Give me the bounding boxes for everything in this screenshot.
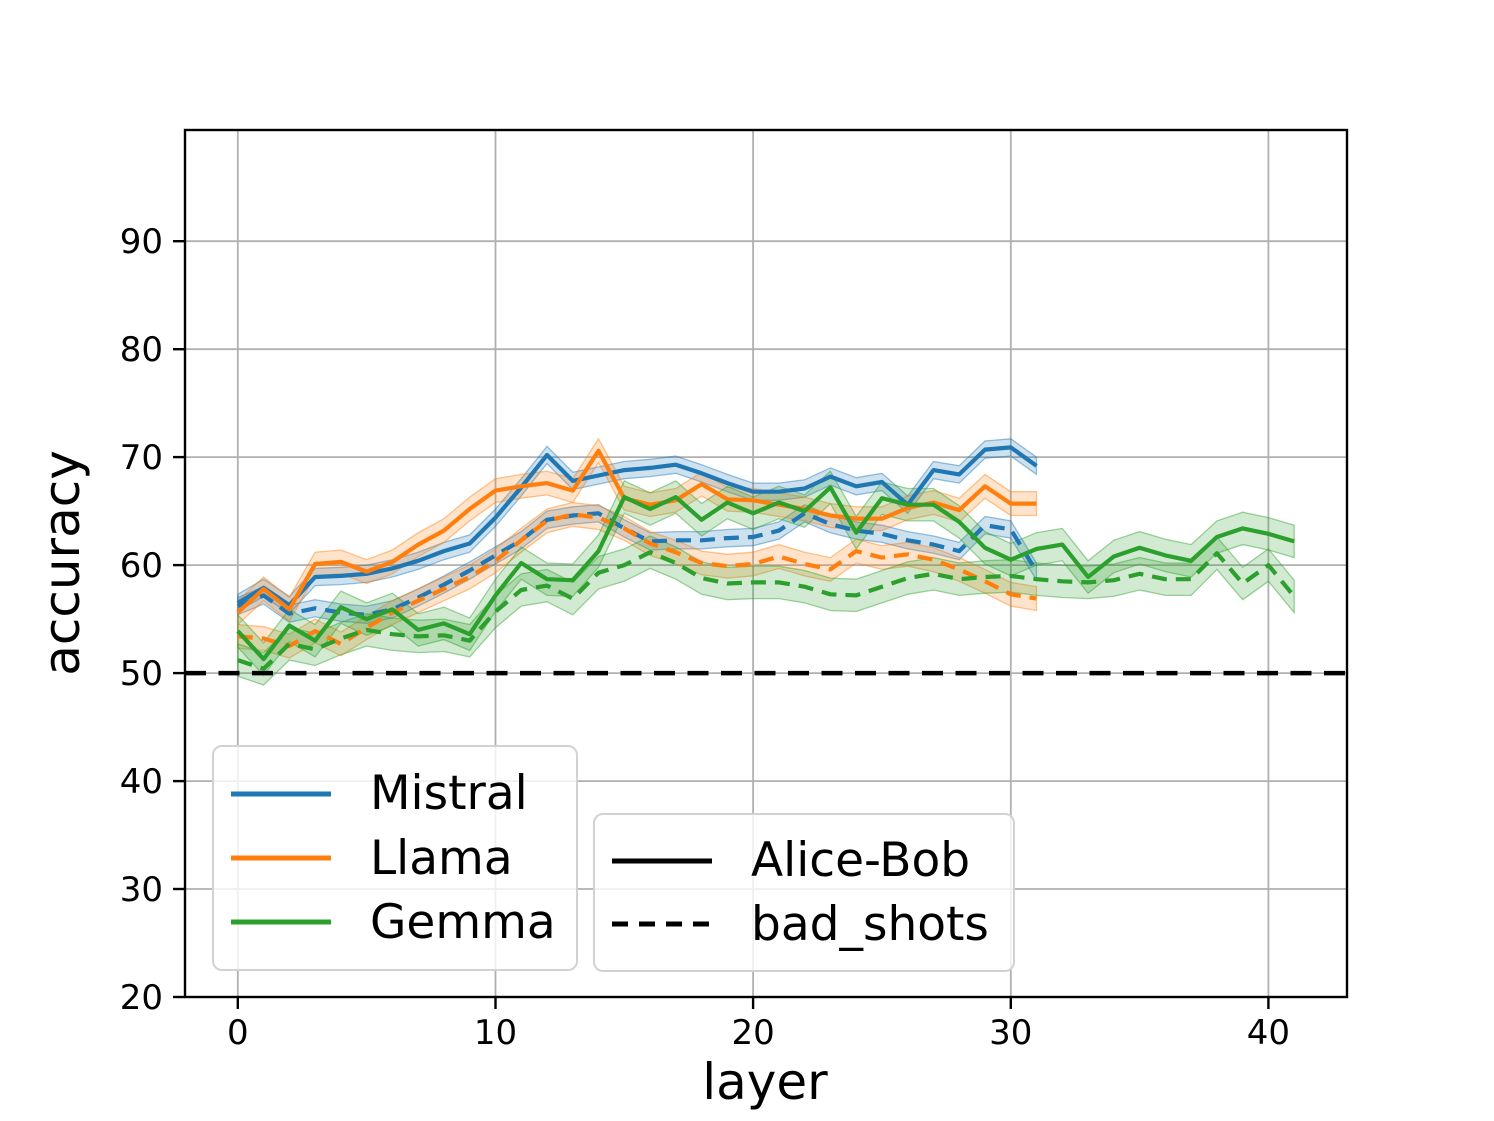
llama-alice-bob-band — [237, 437, 1038, 626]
llama-bad-shots-line — [237, 512, 1037, 649]
y-tick-label: 90 — [120, 222, 163, 262]
y-tick-label: 40 — [120, 762, 163, 802]
y-tick-label: 60 — [120, 546, 163, 586]
x-tick-label: 0 — [227, 1013, 249, 1053]
x-tick-label: 40 — [1247, 1013, 1290, 1053]
x-tick-label: 10 — [474, 1013, 517, 1053]
y-tick-label: 80 — [120, 330, 163, 370]
plot-border — [183, 128, 1349, 999]
legend-label-mistral: Mistral — [370, 766, 528, 822]
gemma-bad-shots-band — [237, 535, 1295, 686]
x-tick-label: 30 — [989, 1013, 1032, 1053]
alice-bob-line-swatch — [612, 858, 712, 864]
y-tick-label: 70 — [120, 438, 163, 478]
bad-shots-line-swatch — [612, 921, 712, 927]
legend-item-llama: Llama — [214, 835, 576, 882]
legend-item-bad-shots: bad_shots — [595, 901, 1013, 948]
y-axis-label: accuracy — [33, 450, 91, 676]
gemma-bad-shots-line — [237, 550, 1296, 671]
legend-label-gemma: Gemma — [370, 894, 556, 950]
mistral-bad-shots-line — [236, 511, 1039, 617]
gemma-alice-bob-line — [236, 485, 1295, 662]
y-tick-label: 50 — [120, 654, 163, 694]
y-tick-label: 30 — [120, 870, 163, 910]
x-axis-label: layer — [702, 1053, 828, 1111]
legend-line-styles: Alice-Bob bad_shots — [593, 813, 1015, 972]
x-tick-label: 20 — [731, 1013, 774, 1053]
legend-models: Mistral Llama Gemma — [212, 745, 578, 971]
legend-item-mistral: Mistral — [214, 770, 576, 817]
legend-label-bad-shots: bad_shots — [751, 896, 989, 952]
mistral-alice-bob-line — [236, 445, 1038, 608]
mistral-line-swatch — [231, 791, 331, 797]
llama-line-swatch — [231, 855, 331, 861]
legend-label-llama: Llama — [370, 830, 513, 886]
y-tick-label: 20 — [120, 978, 163, 1018]
legend-item-gemma: Gemma — [214, 899, 576, 946]
gemma-line-swatch — [231, 919, 331, 925]
legend-label-alice-bob: Alice-Bob — [751, 833, 971, 889]
legend-item-alice-bob: Alice-Bob — [595, 837, 1013, 884]
